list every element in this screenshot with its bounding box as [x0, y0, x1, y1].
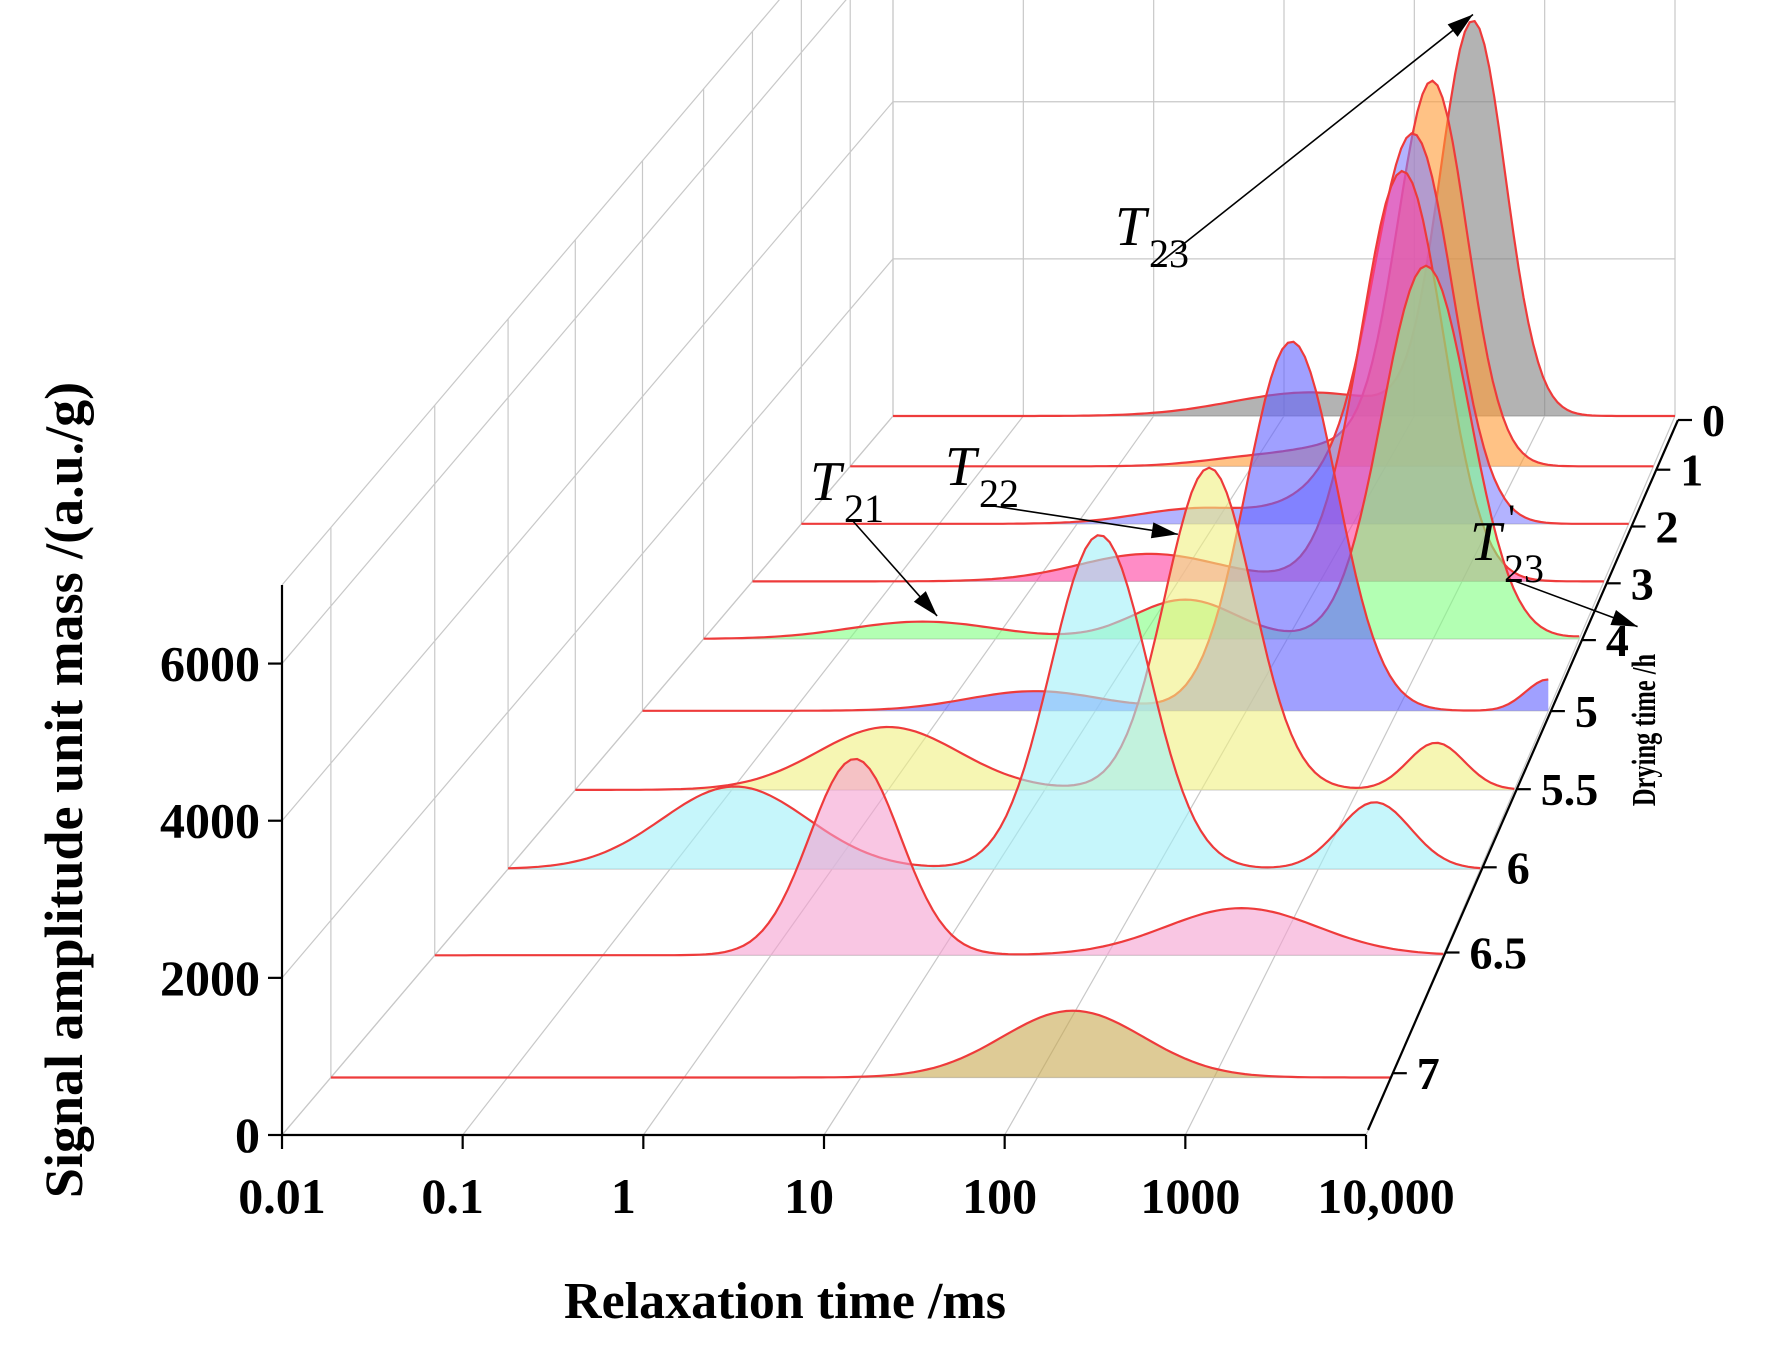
z-tick-label: 1: [1680, 445, 1703, 496]
z-tick-label: 2: [1656, 502, 1679, 553]
z-tick-label: 6.5: [1470, 928, 1528, 979]
series-line-4: [703, 264, 1580, 640]
x-tick-label: 1: [611, 1168, 636, 1224]
annotation-arrowhead: [913, 591, 938, 616]
z-tick-label: 4: [1606, 615, 1629, 666]
series-fill-6: [508, 535, 1481, 869]
series-fill-5: [642, 341, 1549, 711]
side-wall-horizontal-gridline: [281, 0, 780, 586]
side-wall-horizontal-gridline: [281, 0, 847, 664]
annotation-label: T: [945, 436, 980, 498]
annotation-arrowhead: [1150, 522, 1178, 539]
y-axis-label: Signal amplitude unit mass /(a.u./g): [34, 382, 94, 1198]
annotation-prime: ': [1508, 496, 1515, 541]
annotation-subscript: 23: [1504, 546, 1544, 591]
annotation-subscript: 22: [979, 471, 1019, 516]
series-fill-4: [703, 265, 1580, 639]
annotation-arrowhead: [1610, 610, 1638, 627]
z-tick-label: 3: [1631, 558, 1654, 609]
annotation-arrowhead: [1447, 14, 1473, 37]
annotation-label: T: [1470, 511, 1505, 573]
floor-gridline: [281, 415, 894, 1136]
series-fill-7: [330, 1010, 1391, 1078]
series-layer: [330, 19, 1675, 1079]
y-tick-label: 2000: [160, 950, 260, 1006]
annotation-subscript: 21: [844, 486, 884, 531]
series-fill-5.5: [575, 467, 1515, 790]
z-axis-line: [1366, 419, 1680, 1131]
z-tick-label: 7: [1417, 1048, 1440, 1099]
annotation-arrow-line: [1156, 13, 1474, 266]
x-tick-label: 1000: [1140, 1168, 1240, 1224]
x-tick-label: 0.01: [238, 1168, 326, 1224]
series-line-7: [330, 1009, 1391, 1079]
z-tick-label: 6: [1507, 842, 1530, 893]
series-line-6: [508, 534, 1481, 870]
annotation-layer: T 21T 22T 23T 23': [810, 13, 1638, 628]
z-axis-label: Drying time /h: [1626, 653, 1663, 806]
y-tick-label: 6000: [160, 636, 260, 692]
axes-layer: [268, 418, 1692, 1149]
side-wall-horizontal-gridline: [281, 258, 894, 979]
z-tick-label: 0: [1702, 395, 1725, 446]
annotation-subscript: 23: [1149, 231, 1189, 276]
annotation-arrow-line: [986, 504, 1178, 536]
y-tick-label: 0: [235, 1107, 260, 1163]
x-tick-label: 100: [962, 1168, 1037, 1224]
side-wall-horizontal-gridline: [281, 101, 894, 822]
y-tick-label: 4000: [160, 793, 260, 849]
z-tick-label: 5: [1575, 686, 1598, 737]
z-tick-label: 5.5: [1541, 764, 1599, 815]
annotation-label: T: [1115, 196, 1150, 258]
series-line-6.5: [434, 757, 1444, 957]
x-tick-label: 0.1: [421, 1168, 484, 1224]
floor-gridline: [462, 415, 1024, 1136]
x-tick-label: 10: [784, 1168, 834, 1224]
x-tick-label: 10,000: [1317, 1168, 1455, 1224]
axis-text-layer: Signal amplitude unit mass /(a.u./g) Rel…: [34, 382, 1725, 1330]
x-axis-label: Relaxation time /ms: [564, 1273, 1006, 1330]
annotation-label: T: [810, 451, 845, 513]
